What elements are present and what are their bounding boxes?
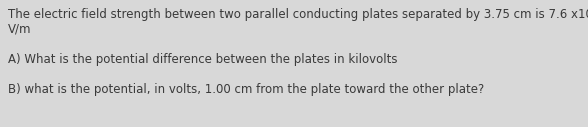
Text: The electric field strength between two parallel conducting plates separated by : The electric field strength between two … (8, 8, 588, 21)
Text: A) What is the potential difference between the plates in kilovolts: A) What is the potential difference betw… (8, 53, 397, 66)
Text: B) what is the potential, in volts, 1.00 cm from the plate toward the other plat: B) what is the potential, in volts, 1.00… (8, 83, 485, 96)
Text: V/m: V/m (8, 23, 32, 36)
